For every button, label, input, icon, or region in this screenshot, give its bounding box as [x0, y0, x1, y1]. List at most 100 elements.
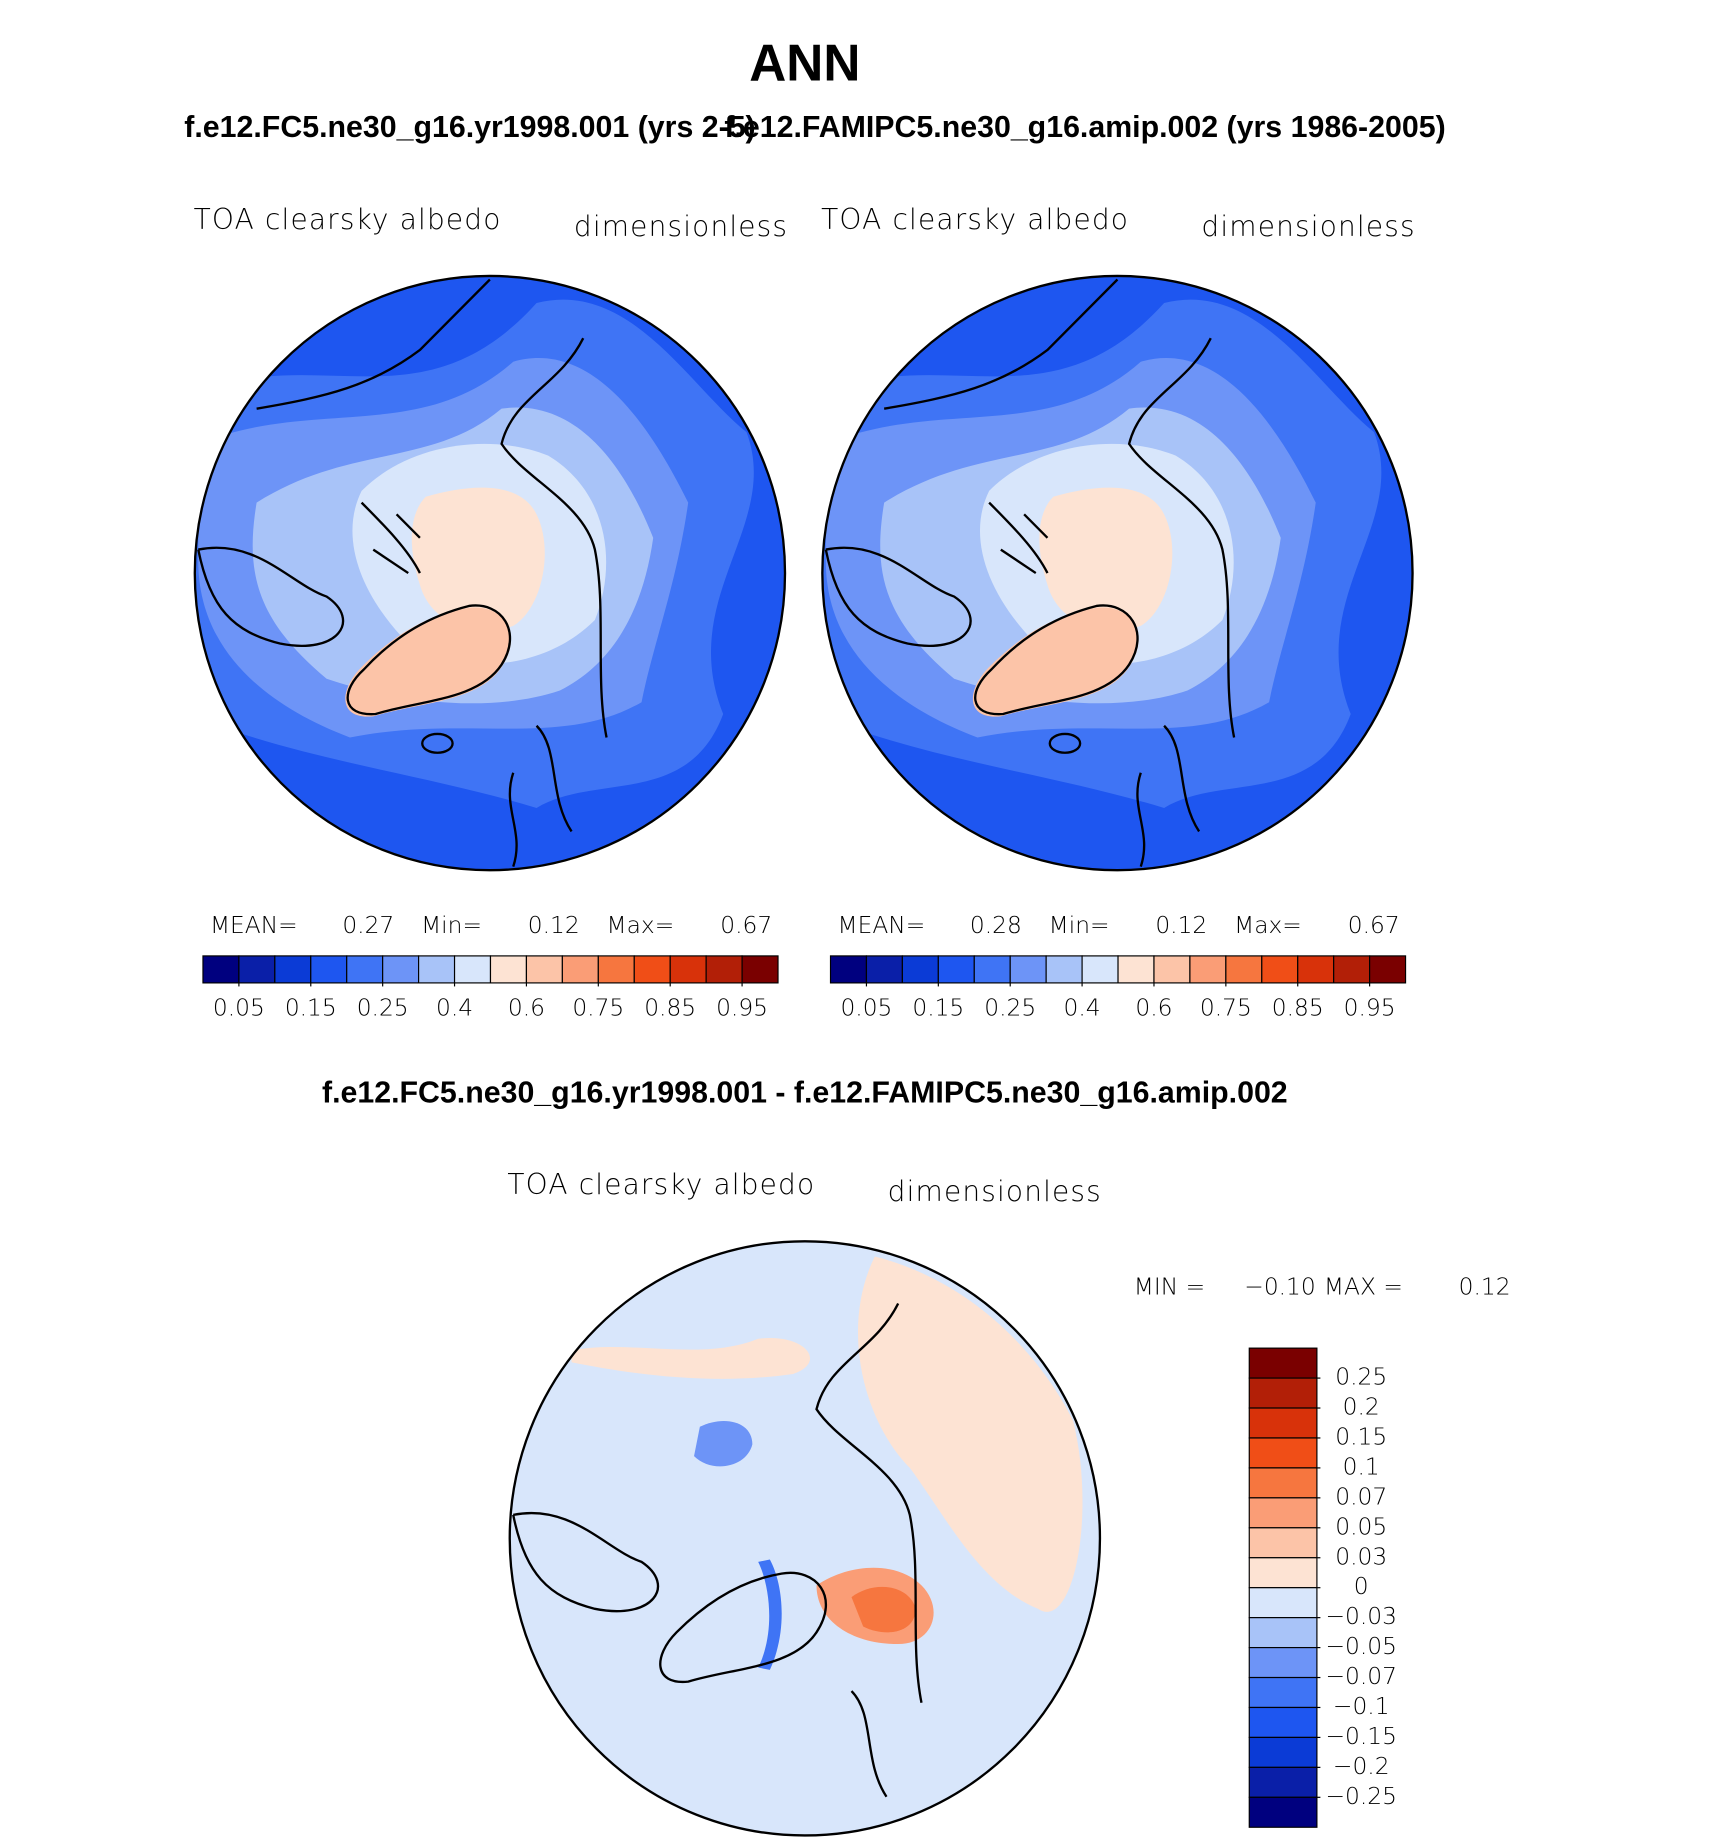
stat-value: −0.10 — [1244, 1273, 1315, 1301]
colorbar-box — [1333, 955, 1371, 984]
colorbar-label: 0.05 — [840, 993, 892, 1021]
colorbar-box — [1369, 955, 1407, 984]
colorbar-label: −0.03 — [1326, 1602, 1397, 1630]
colorbar-box — [1189, 955, 1227, 984]
colorbar-box — [901, 955, 939, 984]
colorbar-label: 0.85 — [1272, 993, 1324, 1021]
stat-value: 0.12 — [1459, 1273, 1511, 1301]
colorbar-label: 0.25 — [1335, 1363, 1387, 1391]
colorbar-label: −0.05 — [1326, 1632, 1397, 1660]
colorbar-label: 0.07 — [1335, 1482, 1387, 1510]
colorbar-box — [238, 955, 276, 984]
colorbar-box — [1081, 955, 1119, 984]
colorbar-box — [741, 955, 779, 984]
colorbar-label: 0.05 — [1335, 1512, 1387, 1540]
colorbar-label: 0.75 — [572, 993, 624, 1021]
colorbar-box — [865, 955, 903, 984]
colorbar-label: 0.75 — [1200, 993, 1252, 1021]
colorbar-label: −0.1 — [1333, 1692, 1390, 1720]
colorbar-label: 0.2 — [1343, 1392, 1380, 1420]
figure-title: ANN — [749, 33, 860, 91]
colorbar-box — [1248, 1796, 1318, 1828]
colorbar-box — [1248, 1437, 1318, 1469]
colorbar-box — [1009, 955, 1047, 984]
colorbar-label: 0.25 — [357, 993, 409, 1021]
colorbar-box — [202, 955, 240, 984]
stat-label: Max= — [607, 911, 675, 939]
colorbar-label: 0.05 — [213, 993, 265, 1021]
colorbar-label: 0.4 — [1064, 993, 1101, 1021]
colorbar-box — [1248, 1407, 1318, 1439]
stat-value: 0.67 — [720, 911, 772, 939]
colorbar-label: 0.95 — [716, 993, 768, 1021]
colorbar-box — [1225, 955, 1263, 984]
colorbar-box — [1248, 1557, 1318, 1589]
units-label: dimensionless — [1201, 210, 1415, 243]
colorbar-box — [310, 955, 348, 984]
colorbar-label: 0.6 — [1135, 993, 1172, 1021]
units-label: dimensionless — [574, 210, 788, 243]
stat-label: MIN = — [1134, 1273, 1205, 1301]
colorbar-box — [1261, 955, 1299, 984]
colorbar-box — [525, 955, 563, 984]
colorbar-box — [597, 955, 635, 984]
stat-value: 0.12 — [528, 911, 580, 939]
colorbar-box — [1248, 1617, 1318, 1649]
colorbar-label: 0.4 — [436, 993, 473, 1021]
colorbar-box — [1045, 955, 1083, 984]
variable-label: TOA clearsky albedo — [507, 1168, 815, 1201]
colorbar-box — [1248, 1467, 1318, 1499]
difference-title: f.e12.FC5.ne30_g16.yr1998.001 - f.e12.FA… — [322, 1075, 1288, 1109]
stat-value: 0.28 — [970, 911, 1022, 939]
colorbar-box — [1153, 955, 1191, 984]
colorbar-label: −0.25 — [1326, 1782, 1397, 1810]
difference-map — [508, 1240, 1102, 1837]
variable-label: TOA clearsky albedo — [821, 203, 1129, 236]
colorbar-box — [382, 955, 420, 984]
colorbar-box — [1117, 955, 1155, 984]
colorbar-box — [561, 955, 599, 984]
stat-label: MEAN= — [210, 911, 298, 939]
colorbar-label: 0.85 — [644, 993, 696, 1021]
colorbar-box — [1297, 955, 1335, 984]
colorbar-box — [1248, 1377, 1318, 1409]
colorbar-box — [1248, 1347, 1318, 1379]
colorbar-box — [418, 955, 456, 984]
stat-value: 0.27 — [342, 911, 394, 939]
colorbar-label: 0.25 — [984, 993, 1036, 1021]
stat-label: Min= — [421, 911, 482, 939]
colorbar-box — [633, 955, 671, 984]
colorbar-box — [669, 955, 707, 984]
colorbar-box — [1248, 1706, 1318, 1739]
stat-value: 0.67 — [1348, 911, 1400, 939]
colorbar-box — [489, 955, 528, 984]
colorbar-box — [1248, 1527, 1318, 1559]
units-label: dimensionless — [888, 1175, 1102, 1208]
colorbar-label: 0 — [1354, 1572, 1369, 1600]
colorbar-box — [346, 955, 384, 984]
colorbar-label: 0.95 — [1344, 993, 1396, 1021]
colorbar-label: 0.1 — [1343, 1452, 1380, 1480]
polar-map — [814, 268, 1421, 879]
colorbar-box — [1248, 1736, 1318, 1768]
colorbar-label: 0.15 — [912, 993, 964, 1021]
colorbar-label: −0.07 — [1326, 1662, 1397, 1690]
colorbar-label: −0.2 — [1333, 1752, 1390, 1780]
colorbar-label: −0.15 — [1326, 1722, 1397, 1750]
colorbar-box — [1248, 1766, 1318, 1798]
stat-label: Max= — [1234, 911, 1302, 939]
colorbar-box — [274, 955, 312, 984]
colorbar-label: 0.6 — [508, 993, 545, 1021]
case-title: f.e12.FC5.ne30_g16.yr1998.001 (yrs 2-5) — [184, 110, 755, 144]
colorbar-box — [973, 955, 1011, 984]
stat-label: Min= — [1049, 911, 1110, 939]
colorbar-box — [829, 955, 868, 984]
colorbar-label: 0.03 — [1335, 1542, 1387, 1570]
colorbar-box — [937, 955, 975, 984]
stat-label: MEAN= — [838, 911, 926, 939]
polar-map — [187, 268, 794, 879]
colorbar-box — [1248, 1646, 1318, 1679]
colorbar-box — [1248, 1587, 1318, 1619]
